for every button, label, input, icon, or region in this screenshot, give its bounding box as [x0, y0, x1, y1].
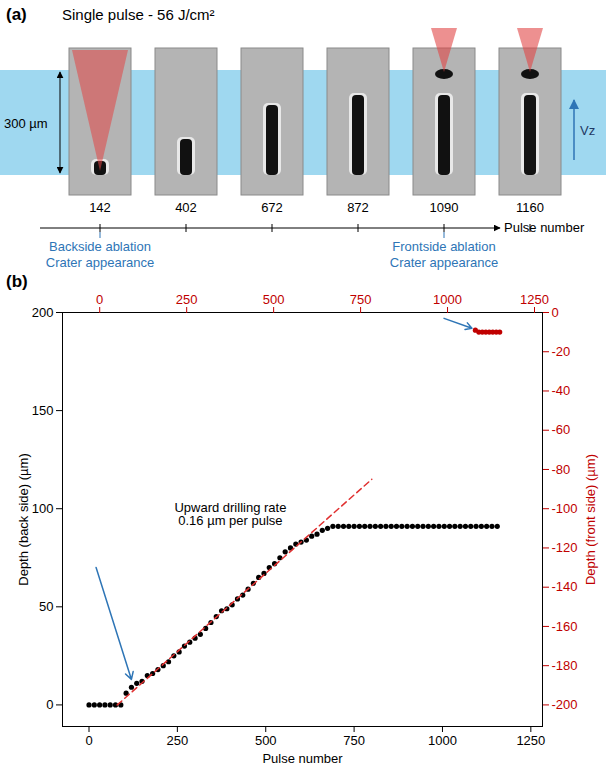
svg-text:1000: 1000 [433, 292, 462, 307]
html-text:(b): (b) [6, 272, 28, 291]
svg-text:250: 250 [176, 292, 198, 307]
svg-text:-140: -140 [552, 579, 578, 594]
svg-text:Crater appearance: Crater appearance [390, 255, 498, 270]
svg-text:0: 0 [85, 733, 92, 748]
svg-text:1160: 1160 [516, 200, 544, 215]
svg-text:-40: -40 [552, 383, 571, 398]
svg-text:872: 872 [347, 200, 369, 215]
svg-text:402: 402 [175, 200, 197, 215]
svg-text:Depth (back side) (µm): Depth (back side) (µm) [16, 453, 31, 585]
svg-text:750: 750 [343, 733, 365, 748]
svg-text:-100: -100 [552, 501, 578, 516]
svg-text:1000: 1000 [428, 733, 457, 748]
svg-text:500: 500 [263, 292, 285, 307]
svg-text:Pulse number: Pulse number [504, 220, 585, 235]
svg-text:142: 142 [89, 200, 111, 215]
svg-text:100: 100 [32, 501, 54, 516]
svg-text:Crater appearance: Crater appearance [46, 255, 154, 270]
svg-text:1250: 1250 [516, 733, 545, 748]
svg-text:0: 0 [96, 292, 103, 307]
svg-text:1090: 1090 [430, 200, 459, 215]
svg-text:-80: -80 [552, 462, 571, 477]
svg-text:Single pulse - 56 J/cm²: Single pulse - 56 J/cm² [62, 6, 215, 23]
svg-text:200: 200 [32, 305, 54, 320]
svg-text:-120: -120 [552, 540, 578, 555]
svg-text:Depth (front side) (µm): Depth (front side) (µm) [583, 454, 598, 585]
svg-text:-160: -160 [552, 619, 578, 634]
svg-text:750: 750 [350, 292, 372, 307]
svg-text:50: 50 [39, 599, 53, 614]
svg-text:-200: -200 [552, 697, 578, 712]
svg-text:150: 150 [32, 403, 54, 418]
svg-text:-20: -20 [552, 344, 571, 359]
svg-text:-180: -180 [552, 658, 578, 673]
svg-text:Vz: Vz [580, 123, 595, 138]
svg-text:Pulse number: Pulse number [262, 751, 343, 766]
svg-text:1250: 1250 [520, 292, 549, 307]
svg-text:500: 500 [255, 733, 277, 748]
svg-text:(a): (a) [6, 5, 27, 24]
svg-text:Frontside ablation: Frontside ablation [392, 239, 495, 254]
svg-text:300 µm: 300 µm [4, 116, 48, 131]
svg-text:0: 0 [552, 305, 559, 320]
svg-text:-60: -60 [552, 422, 571, 437]
svg-text:Upward drilling rate0.16 µm pe: Upward drilling rate0.16 µm per pulse [174, 500, 286, 528]
svg-text:250: 250 [167, 733, 189, 748]
svg-text:0: 0 [46, 697, 53, 712]
svg-text:Backside ablation: Backside ablation [49, 239, 151, 254]
svg-text:672: 672 [261, 200, 283, 215]
